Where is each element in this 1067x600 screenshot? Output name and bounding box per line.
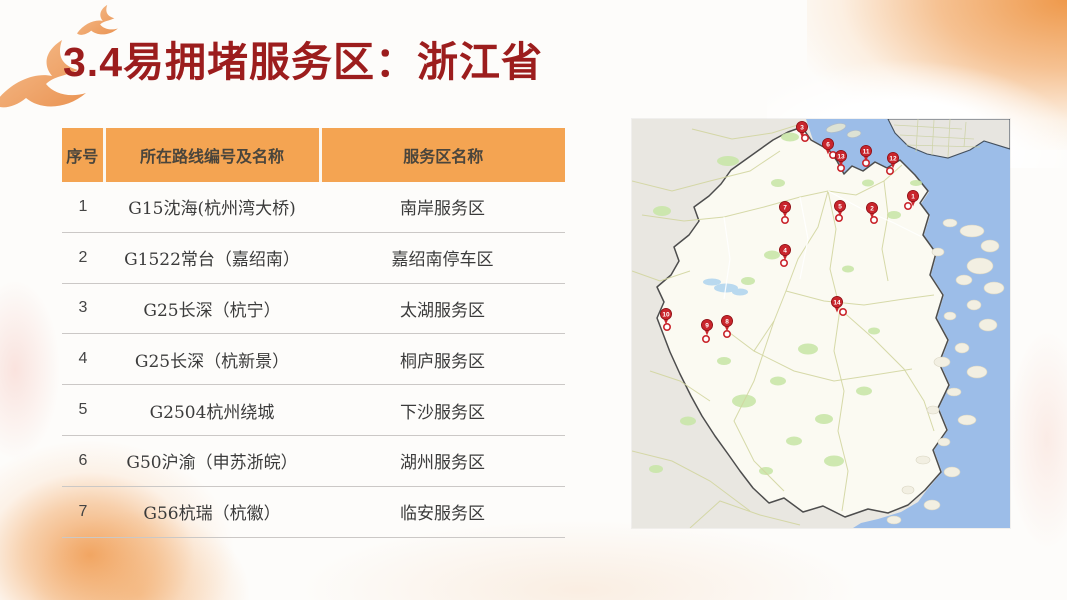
row-index-cell: 1 — [62, 182, 104, 233]
zhejiang-map: 1 2 3 4 5 6 7 8 9 10 11 12 13 14 — [632, 119, 1010, 528]
svg-text:6: 6 — [826, 141, 830, 148]
service-area-cell: 太湖服务区 — [320, 283, 565, 335]
page-title: 3.4易拥堵服务区：浙江省 — [63, 39, 543, 85]
route-cell: G15沈海(杭州湾大桥) — [104, 182, 320, 233]
table-row: 3 G25长深（杭宁） 太湖服务区 — [62, 283, 565, 335]
svg-text:10: 10 — [662, 311, 670, 318]
svg-text:3: 3 — [800, 124, 804, 131]
route-cell: G25长深（杭宁） — [104, 283, 320, 335]
svg-text:1: 1 — [911, 193, 915, 200]
map-shanghai-roads — [893, 119, 981, 158]
table-row: 1 G15沈海(杭州湾大桥) 南岸服务区 — [62, 182, 565, 233]
svg-text:11: 11 — [863, 148, 870, 155]
table-header-row: 序号 所在路线编号及名称 服务区名称 — [62, 128, 565, 182]
map-roads — [632, 122, 935, 528]
col-header-route: 所在路线编号及名称 — [104, 128, 322, 182]
map-marker-8: 8 — [721, 314, 734, 339]
map-marker-11: 11 — [859, 144, 872, 167]
decor-pink-wash-right — [1007, 330, 1067, 550]
service-area-cell: 南岸服务区 — [320, 182, 565, 233]
map-marker-9: 9 — [701, 318, 714, 344]
table-row: 6 G50沪渝（申苏浙皖） 湖州服务区 — [62, 435, 565, 487]
service-area-cell: 下沙服务区 — [320, 384, 565, 436]
table-row: 2 G1522常台（嘉绍南） 嘉绍南停车区 — [62, 232, 565, 284]
service-area-cell: 湖州服务区 — [320, 435, 565, 487]
map-sea — [806, 119, 1010, 528]
route-cell: G56杭瑞（杭徽） — [104, 486, 320, 538]
row-index-cell: 5 — [62, 384, 104, 436]
service-area-cell: 临安服务区 — [320, 486, 565, 538]
table-row: 4 G25长深（杭新景） 桐庐服务区 — [62, 333, 565, 386]
service-table-body: 1 G15沈海(杭州湾大桥) 南岸服务区 2 G1522常台（嘉绍南） 嘉绍南停车区 3 G2… — [62, 182, 565, 538]
map-bay-islands — [825, 123, 862, 139]
service-area-cell: 嘉绍南停车区 — [320, 232, 565, 284]
map-marker-5: 5 — [833, 200, 846, 223]
svg-text:12: 12 — [889, 155, 897, 162]
service-area-table: 序号 所在路线编号及名称 服务区名称 1 G15沈海(杭州湾大桥) 南岸服务区 2 G1… — [62, 128, 565, 538]
svg-text:5: 5 — [838, 203, 842, 210]
map-islands — [886, 218, 1005, 525]
row-index-cell: 4 — [62, 333, 104, 386]
row-index-cell: 3 — [62, 283, 104, 335]
col-header-service-area: 服务区名称 — [320, 128, 565, 182]
service-area-cell: 桐庐服务区 — [320, 333, 565, 386]
svg-text:13: 13 — [837, 153, 845, 160]
map-marker-1: 1 — [903, 190, 919, 211]
map-marker-2: 2 — [865, 202, 879, 225]
route-cell: G1522常台（嘉绍南） — [104, 232, 320, 284]
map-marker-3: 3 — [795, 121, 810, 143]
map-green-areas — [649, 132, 922, 475]
row-index-cell: 7 — [62, 486, 104, 538]
svg-text:14: 14 — [833, 299, 841, 306]
service-area-table-container: 序号 所在路线编号及名称 服务区名称 1 G15沈海(杭州湾大桥) 南岸服务区 2 G1… — [62, 128, 565, 538]
route-cell: G50沪渝（申苏浙皖） — [104, 435, 320, 487]
map-marker-12: 12 — [886, 152, 899, 175]
route-cell: G2504杭州绕城 — [104, 384, 320, 436]
route-cell: G25长深（杭新景） — [104, 333, 320, 386]
col-header-index: 序号 — [62, 128, 106, 182]
table-row: 5 G2504杭州绕城 下沙服务区 — [62, 384, 565, 436]
row-index-cell: 6 — [62, 435, 104, 487]
map-lake — [703, 278, 748, 296]
svg-text:9: 9 — [705, 322, 709, 329]
map-marker-10: 10 — [659, 307, 672, 332]
row-index-cell: 2 — [62, 232, 104, 284]
svg-text:4: 4 — [783, 247, 787, 254]
table-row: 7 G56杭瑞（杭徽） 临安服务区 — [62, 486, 565, 538]
svg-text:7: 7 — [783, 204, 787, 211]
map-marker-13: 13 — [834, 149, 847, 172]
map-marker-4: 4 — [778, 244, 791, 268]
map-marker-7: 7 — [778, 201, 791, 225]
svg-text:2: 2 — [870, 205, 874, 212]
svg-text:8: 8 — [725, 318, 729, 325]
decor-pink-wash-left — [0, 280, 60, 460]
map-marker-14: 14 — [830, 295, 848, 317]
map-zhejiang-province — [656, 126, 950, 518]
